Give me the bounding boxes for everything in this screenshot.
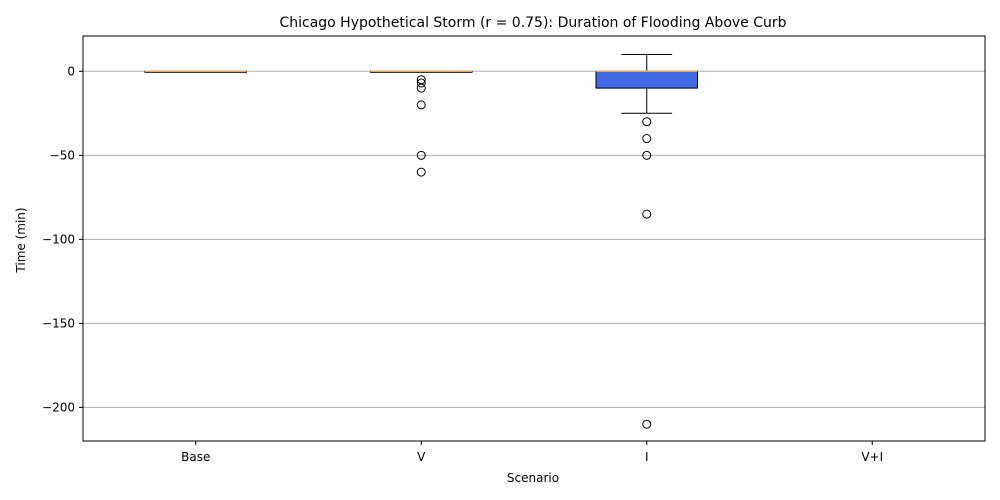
outlier-point <box>416 150 426 160</box>
y-tick-label: 0 <box>67 64 75 78</box>
y-axis-ticks: 0 −50 −100 −150 −200 <box>42 64 83 414</box>
box-group <box>144 70 247 73</box>
y-tick-label: −50 <box>50 148 75 162</box>
outlier-point <box>416 78 426 88</box>
x-tick-label: V+I <box>861 450 883 464</box>
chart-title: Chicago Hypothetical Storm (r = 0.75): D… <box>279 15 786 31</box>
y-tick-label: −200 <box>42 400 75 414</box>
plot-area-frame <box>82 35 986 442</box>
box-iqr <box>595 70 698 89</box>
x-tick-label: Base <box>181 450 210 464</box>
y-axis-label: Time (min) <box>14 207 28 273</box>
outlier-point <box>642 117 652 127</box>
box-group <box>370 70 473 177</box>
boxes-layer <box>144 53 698 429</box>
x-axis-label: Scenario <box>507 471 559 485</box>
y-tick-label: −150 <box>42 316 75 330</box>
outlier-point <box>642 150 652 160</box>
grid-lines <box>83 70 985 408</box>
outlier-point <box>642 209 652 219</box>
x-axis-ticks: Base V I V+I <box>181 441 883 464</box>
outlier-point <box>416 100 426 110</box>
y-tick-label: −100 <box>42 232 75 246</box>
outlier-point <box>642 134 652 144</box>
outlier-point <box>416 83 426 93</box>
box-group <box>595 53 698 429</box>
x-tick-label: I <box>645 450 649 464</box>
outlier-point <box>416 167 426 177</box>
x-tick-label: V <box>417 450 426 464</box>
outlier-point <box>642 419 652 429</box>
